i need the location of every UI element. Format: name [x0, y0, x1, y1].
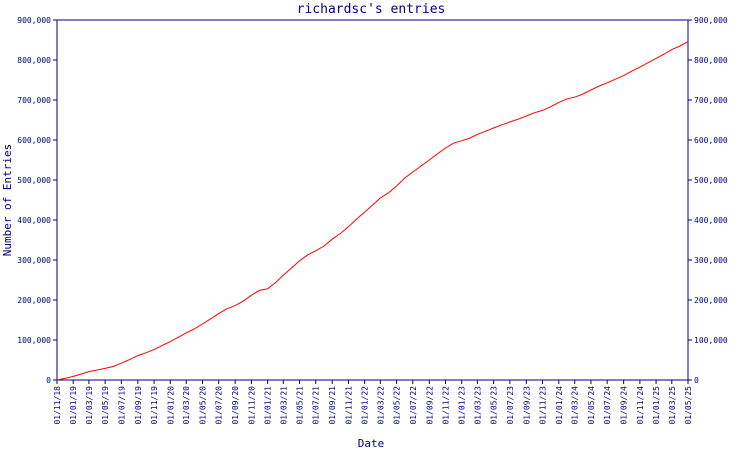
y-ticks-left: 0 100,000 200,000 300,000 400,000 500,000 600,…	[17, 16, 57, 385]
y-tick-label-right: 800,000	[694, 56, 728, 65]
x-tick-label: 01/09/20	[231, 386, 240, 425]
x-tick-label: 01/01/24	[555, 386, 564, 425]
y-tick-label: 300,000	[17, 256, 51, 265]
series-line	[56, 41, 689, 381]
x-tick-label: 01/03/25	[668, 386, 677, 425]
x-tick-label: 01/09/22	[425, 386, 434, 425]
x-tick-label: 01/11/21	[344, 386, 353, 425]
chart-title: richardsc's entries	[297, 2, 446, 17]
x-tick-label: 01/01/21	[264, 386, 273, 425]
y-tick-label-right: 900,000	[694, 16, 728, 25]
y-tick-label: 800,000	[17, 56, 51, 65]
y-tick-label-right: 200,000	[694, 296, 728, 305]
x-tick-label: 01/11/19	[150, 386, 159, 425]
x-tick-label: 01/07/23	[506, 386, 515, 425]
x-tick-label: 01/05/23	[490, 386, 499, 425]
y-tick-label-right: 300,000	[694, 256, 728, 265]
y-tick-label: 600,000	[17, 136, 51, 145]
x-axis-label: Date	[358, 437, 385, 450]
x-tick-label: 01/01/23	[458, 386, 467, 425]
x-tick-label: 01/11/18	[53, 386, 62, 425]
x-tick-label: 01/01/22	[361, 386, 370, 425]
y-tick-label: 900,000	[17, 16, 51, 25]
x-tick-label: 01/05/22	[393, 386, 402, 425]
y-tick-label: 700,000	[17, 96, 51, 105]
x-tick-label: 01/07/21	[312, 386, 321, 425]
x-tick-label: 01/01/25	[652, 386, 661, 425]
x-tick-label: 01/07/22	[409, 386, 418, 425]
x-tick-label: 01/01/20	[166, 386, 175, 425]
y-axis-label: Number of Entries	[1, 144, 14, 257]
y-tick-label: 0	[46, 376, 51, 385]
y-tick-label: 500,000	[17, 176, 51, 185]
x-ticks: 01/11/18 01/01/19 01/03/19 01/05/19 01/07/19…	[53, 380, 693, 425]
y-tick-label-right: 600,000	[694, 136, 728, 145]
x-tick-label: 01/07/20	[215, 386, 224, 425]
y-tick-label-right: 400,000	[694, 216, 728, 225]
x-tick-label: 01/05/20	[198, 386, 207, 425]
x-tick-label: 01/03/20	[182, 386, 191, 425]
x-tick-label: 01/05/24	[587, 386, 596, 425]
y-tick-label: 400,000	[17, 216, 51, 225]
x-tick-label: 01/05/21	[296, 386, 305, 425]
y-tick-label-right: 500,000	[694, 176, 728, 185]
x-tick-label: 01/11/20	[247, 386, 256, 425]
x-tick-label: 01/07/19	[117, 386, 126, 425]
x-tick-label: 01/11/22	[441, 386, 450, 425]
x-tick-label: 01/11/23	[539, 386, 548, 425]
plot-frame	[56, 19, 689, 381]
x-tick-label: 01/09/23	[522, 386, 531, 425]
y-tick-label-right: 100,000	[694, 336, 728, 345]
x-tick-label: 01/03/23	[473, 386, 482, 425]
x-tick-label: 01/07/24	[603, 386, 612, 425]
x-tick-label: 01/01/19	[69, 386, 78, 425]
x-tick-label: 01/03/19	[85, 386, 94, 425]
x-tick-label: 01/05/25	[684, 386, 693, 425]
x-tick-label: 01/03/24	[571, 386, 580, 425]
y-ticks-right: 0 100,000 200,000 300,000 400,000 500,000 600,…	[688, 16, 728, 385]
y-tick-label-right: 0	[694, 376, 699, 385]
y-tick-label-right: 700,000	[694, 96, 728, 105]
x-tick-label: 01/11/24	[636, 386, 645, 425]
x-tick-label: 01/09/19	[134, 386, 143, 425]
x-tick-label: 01/03/21	[279, 386, 288, 425]
x-tick-label: 01/09/21	[328, 386, 337, 425]
x-tick-label: 01/03/22	[376, 386, 385, 425]
x-tick-label: 01/09/24	[620, 386, 629, 425]
y-tick-label: 100,000	[17, 336, 51, 345]
x-tick-label: 01/05/19	[101, 386, 110, 425]
y-tick-label: 200,000	[17, 296, 51, 305]
